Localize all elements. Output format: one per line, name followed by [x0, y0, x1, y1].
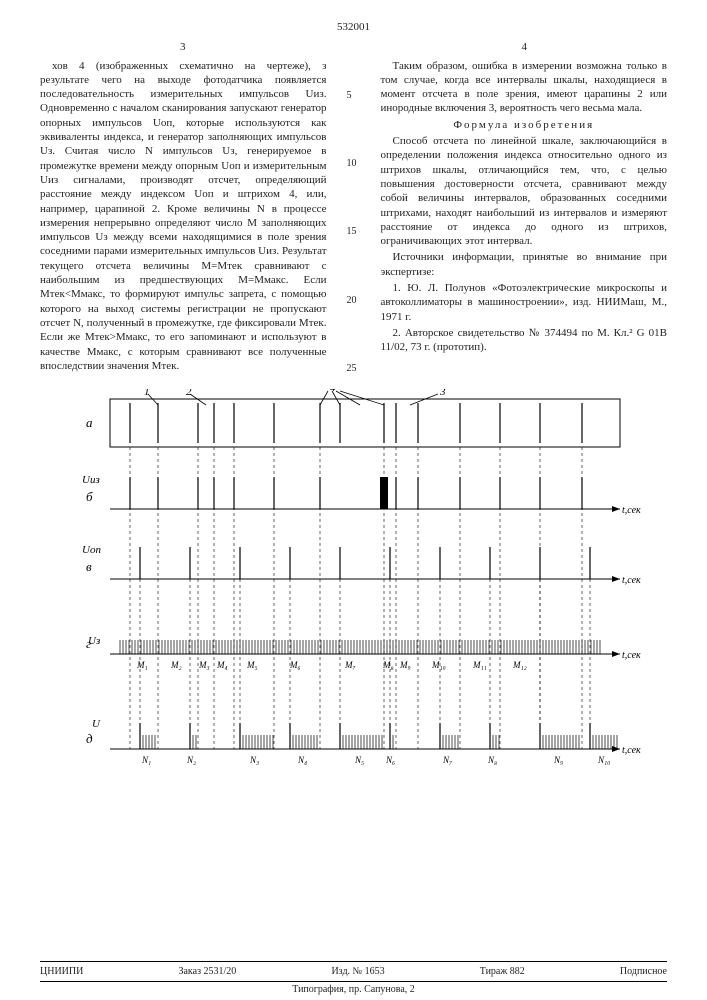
footer-order: Заказ 2531/20 [178, 965, 236, 978]
svg-text:M₅: M₅ [246, 660, 258, 670]
right-column: Таким образом, ошибка в измерении возмож… [381, 59, 668, 376]
svg-text:б: б [86, 489, 93, 504]
right-col-num: 4 [522, 40, 528, 54]
left-column: хов 4 (изображенных схематично на чертеж… [40, 59, 327, 376]
svg-text:M₁₂: M₁₂ [512, 660, 527, 670]
formula-heading: Формула изобретения [381, 118, 668, 132]
line-num: 10 [347, 157, 361, 170]
svg-text:г: г [86, 636, 91, 651]
line-num: 5 [347, 89, 361, 102]
doc-number: 532001 [40, 20, 667, 34]
footer-org: ЦНИИПИ [40, 965, 83, 978]
svg-text:t,сек: t,сек [622, 650, 641, 661]
svg-text:M₁₁: M₁₁ [472, 660, 487, 670]
line-num: 20 [347, 294, 361, 307]
svg-text:M₉: M₉ [399, 660, 411, 670]
footer-sub: Подписное [620, 965, 667, 978]
two-columns: хов 4 (изображенных схематично на чертеж… [40, 59, 667, 376]
line-number-gutter: 5 10 15 20 25 [347, 59, 361, 376]
svg-text:M₆: M₆ [289, 660, 301, 670]
svg-text:M₇: M₇ [344, 660, 356, 670]
svg-text:M₈: M₈ [382, 660, 394, 670]
svg-text:M₂: M₂ [170, 660, 182, 670]
svg-text:а: а [86, 415, 93, 430]
left-col-num: 3 [180, 40, 186, 54]
svg-text:1: 1 [144, 389, 150, 398]
page-numbers: 3 4 [40, 40, 667, 54]
footer-ed: Изд. № 1653 [331, 965, 384, 978]
svg-text:N₅: N₅ [354, 755, 364, 765]
svg-text:д: д [86, 731, 93, 746]
svg-text:в: в [86, 559, 92, 574]
svg-text:N₃: N₃ [249, 755, 259, 765]
right-intro: Таким образом, ошибка в измерении возмож… [381, 59, 668, 116]
svg-text:N₁₀: N₁₀ [597, 755, 610, 765]
diagram-svg: 1243аUизбt,секUопвt,секUзгt,секM₁M₂M₃M₄M… [40, 389, 667, 809]
footer-copies: Тираж 882 [480, 965, 525, 978]
svg-text:t,сек: t,сек [622, 575, 641, 586]
svg-text:N₇: N₇ [442, 755, 452, 765]
timing-diagram: 1243аUизбt,секUопвt,секUзгt,секM₁M₂M₃M₄M… [40, 389, 667, 813]
svg-text:N₆: N₆ [385, 755, 395, 765]
formula-text: Способ отсчета по линейной шкале, заключ… [381, 134, 668, 248]
svg-text:N₁: N₁ [141, 755, 151, 765]
svg-text:Uоп: Uоп [82, 544, 101, 556]
svg-text:N₄: N₄ [297, 755, 307, 765]
svg-text:M₃: M₃ [198, 660, 210, 670]
svg-text:N₈: N₈ [487, 755, 497, 765]
line-num: 25 [347, 362, 361, 375]
svg-text:2: 2 [186, 389, 192, 398]
left-paragraph: хов 4 (изображенных схематично на чертеж… [40, 59, 327, 374]
svg-text:4: 4 [330, 389, 336, 394]
svg-text:Uиз: Uиз [82, 474, 100, 486]
svg-text:M₁₀: M₁₀ [431, 660, 446, 670]
page: 532001 3 4 хов 4 (изображенных схематичн… [0, 0, 707, 1000]
svg-text:t,сек: t,сек [622, 505, 641, 516]
svg-text:N₉: N₉ [553, 755, 563, 765]
sources-heading: Источники информации, принятые во вниман… [381, 250, 668, 279]
svg-text:M₄: M₄ [216, 660, 228, 670]
source-item: 1. Ю. Л. Полунов «Фотоэлектрические микр… [381, 281, 668, 324]
svg-text:N₂: N₂ [186, 755, 196, 765]
svg-text:3: 3 [439, 389, 446, 398]
svg-text:M₁: M₁ [136, 660, 148, 670]
footer-bar: ЦНИИПИ Заказ 2531/20 Изд. № 1653 Тираж 8… [40, 961, 667, 982]
source-item: 2. Авторское свидетельство № 374494 по М… [381, 326, 668, 355]
svg-text:t,сек: t,сек [622, 745, 641, 756]
typography-line: Типография, пр. Сапунова, 2 [0, 983, 707, 996]
line-num: 15 [347, 225, 361, 238]
svg-text:U: U [92, 718, 101, 730]
